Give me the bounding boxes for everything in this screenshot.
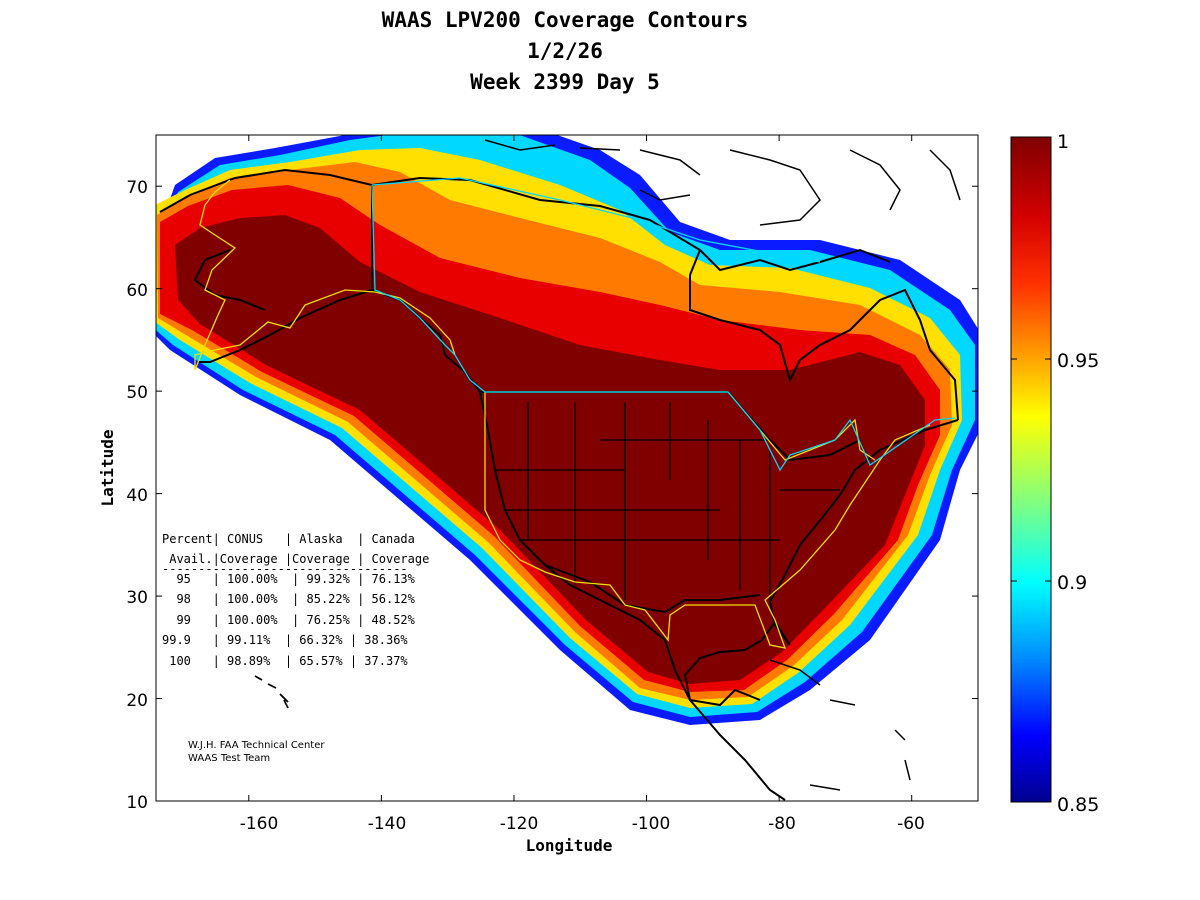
x-axis-label: Longitude xyxy=(526,836,613,855)
stats-row: 100 | 98.89% | 65.57% | 37.37% xyxy=(162,654,408,668)
y-tick-label: 30 xyxy=(126,588,148,608)
x-tick-label: -160 xyxy=(240,814,279,834)
stats-row: 95 | 100.00% | 99.32% | 76.13% xyxy=(162,572,416,586)
x-tick-label: -120 xyxy=(500,814,539,834)
y-tick-label: 50 xyxy=(126,383,148,403)
colorbar-label: 0.9 xyxy=(1057,572,1087,594)
x-tick-labels: -160 -140 -120 -100 -80 -60 xyxy=(240,814,925,834)
hawaii-islands xyxy=(254,675,289,709)
credit-block: W.J.H. FAA Technical Center WAAS Test Te… xyxy=(188,740,325,764)
y-axis-label: Latitude xyxy=(98,429,117,506)
y-tick-labels: 70 60 50 40 30 20 10 xyxy=(126,178,148,813)
x-tick-label: -140 xyxy=(368,814,407,834)
canada-region-outline xyxy=(371,177,956,472)
coverage-stats-table: Percent| CONUS | Alaska | Canada Avail.|… xyxy=(162,532,429,668)
plot-frame xyxy=(155,134,979,802)
stats-row: 99.9 | 99.11% | 66.32% | 38.36% xyxy=(162,633,408,647)
alaska-region-outline xyxy=(194,179,456,371)
chart-date: 1/2/26 xyxy=(527,39,603,63)
x-tick-label: -100 xyxy=(632,814,671,834)
y-tick-label: 60 xyxy=(126,281,148,301)
arctic-islands xyxy=(484,139,961,226)
caribbean-islands xyxy=(769,659,911,791)
y-tick-label: 40 xyxy=(126,486,148,506)
credit-line-2: WAAS Test Team xyxy=(188,753,270,764)
stats-row: 99 | 100.00% | 76.25% | 48.52% xyxy=(162,613,416,627)
service-region-outlines xyxy=(194,177,956,649)
colorbar-labels: 1 0.95 0.9 0.85 xyxy=(1057,131,1099,816)
colorbar xyxy=(1010,136,1052,803)
stats-header-1: Percent| CONUS | Alaska | Canada xyxy=(162,532,415,546)
stats-rule: ---------------------------------- xyxy=(162,562,408,576)
alaska-coast xyxy=(159,168,481,393)
coverage-contours xyxy=(156,135,978,725)
chart-title: WAAS LPV200 Coverage Contours xyxy=(381,8,749,32)
y-tick-label: 10 xyxy=(126,793,148,813)
state-lines xyxy=(495,402,840,600)
contour-maroon xyxy=(175,215,925,684)
chart-week-day: Week 2399 Day 5 xyxy=(470,70,660,94)
colorbar-label: 0.95 xyxy=(1057,350,1099,372)
y-tick-label: 20 xyxy=(126,691,148,711)
x-tick-label: -60 xyxy=(897,814,925,834)
stats-row: 98 | 100.00% | 85.22% | 56.12% xyxy=(162,592,416,606)
x-tick-label: -80 xyxy=(768,814,796,834)
conus-south-border xyxy=(544,564,761,614)
colorbar-ticks xyxy=(1011,358,1051,582)
axis-ticks xyxy=(156,135,978,802)
credit-line-1: W.J.H. FAA Technical Center xyxy=(188,740,325,751)
stats-header-2: Avail.|Coverage |Coverage | Coverage xyxy=(162,552,429,566)
us-west-coast xyxy=(479,391,786,801)
colorbar-label: 1 xyxy=(1057,131,1069,153)
colorbar-label: 0.85 xyxy=(1057,794,1099,816)
y-tick-label: 70 xyxy=(126,178,148,198)
